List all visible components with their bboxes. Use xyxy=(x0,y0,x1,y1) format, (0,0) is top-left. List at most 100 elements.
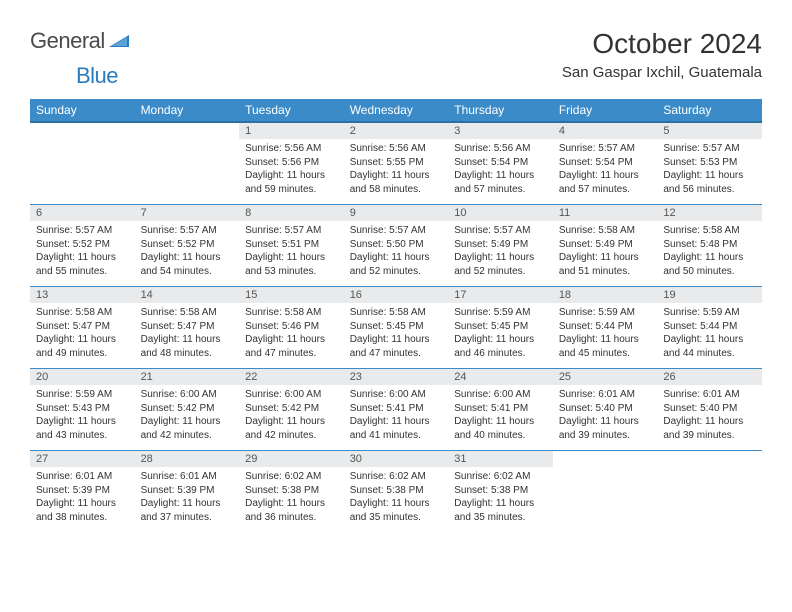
day-number: 28 xyxy=(135,451,240,467)
day-body: Sunrise: 6:01 AMSunset: 5:39 PMDaylight:… xyxy=(30,467,135,532)
calendar-day-cell: 17Sunrise: 5:59 AMSunset: 5:45 PMDayligh… xyxy=(448,287,553,369)
weekday-header: Wednesday xyxy=(344,99,449,122)
day-number: 27 xyxy=(30,451,135,467)
day-number: 6 xyxy=(30,205,135,221)
calendar-day-cell: 21Sunrise: 6:00 AMSunset: 5:42 PMDayligh… xyxy=(135,369,240,451)
calendar-day-cell: 31Sunrise: 6:02 AMSunset: 5:38 PMDayligh… xyxy=(448,451,553,533)
calendar-day-cell: 30Sunrise: 6:02 AMSunset: 5:38 PMDayligh… xyxy=(344,451,449,533)
calendar-day-cell: 3Sunrise: 5:56 AMSunset: 5:54 PMDaylight… xyxy=(448,122,553,205)
day-number: 23 xyxy=(344,369,449,385)
calendar-day-cell xyxy=(30,122,135,205)
calendar-day-cell: 29Sunrise: 6:02 AMSunset: 5:38 PMDayligh… xyxy=(239,451,344,533)
day-number: 21 xyxy=(135,369,240,385)
day-number: 18 xyxy=(553,287,658,303)
day-number: 8 xyxy=(239,205,344,221)
day-number: 16 xyxy=(344,287,449,303)
day-number: 22 xyxy=(239,369,344,385)
weekday-header: Sunday xyxy=(30,99,135,122)
day-body: Sunrise: 6:00 AMSunset: 5:41 PMDaylight:… xyxy=(448,385,553,450)
day-number: 11 xyxy=(553,205,658,221)
calendar-week-row: 27Sunrise: 6:01 AMSunset: 5:39 PMDayligh… xyxy=(30,451,762,533)
calendar-week-row: 6Sunrise: 5:57 AMSunset: 5:52 PMDaylight… xyxy=(30,205,762,287)
calendar-day-cell: 20Sunrise: 5:59 AMSunset: 5:43 PMDayligh… xyxy=(30,369,135,451)
calendar-day-cell: 7Sunrise: 5:57 AMSunset: 5:52 PMDaylight… xyxy=(135,205,240,287)
day-body: Sunrise: 5:56 AMSunset: 5:56 PMDaylight:… xyxy=(239,139,344,204)
calendar-day-cell: 26Sunrise: 6:01 AMSunset: 5:40 PMDayligh… xyxy=(657,369,762,451)
weekday-header: Saturday xyxy=(657,99,762,122)
weekday-header: Thursday xyxy=(448,99,553,122)
day-number: 25 xyxy=(553,369,658,385)
day-body: Sunrise: 6:02 AMSunset: 5:38 PMDaylight:… xyxy=(239,467,344,532)
day-number: 19 xyxy=(657,287,762,303)
day-body: Sunrise: 5:56 AMSunset: 5:54 PMDaylight:… xyxy=(448,139,553,204)
brand-logo: General xyxy=(30,28,133,54)
day-body: Sunrise: 5:57 AMSunset: 5:52 PMDaylight:… xyxy=(135,221,240,286)
calendar-day-cell: 11Sunrise: 5:58 AMSunset: 5:49 PMDayligh… xyxy=(553,205,658,287)
day-number: 17 xyxy=(448,287,553,303)
calendar-day-cell: 5Sunrise: 5:57 AMSunset: 5:53 PMDaylight… xyxy=(657,122,762,205)
calendar-day-cell: 6Sunrise: 5:57 AMSunset: 5:52 PMDaylight… xyxy=(30,205,135,287)
day-body: Sunrise: 5:58 AMSunset: 5:45 PMDaylight:… xyxy=(344,303,449,368)
day-body: Sunrise: 6:00 AMSunset: 5:41 PMDaylight:… xyxy=(344,385,449,450)
day-number: 4 xyxy=(553,123,658,139)
day-number: 2 xyxy=(344,123,449,139)
calendar-day-cell: 12Sunrise: 5:58 AMSunset: 5:48 PMDayligh… xyxy=(657,205,762,287)
calendar-day-cell: 16Sunrise: 5:58 AMSunset: 5:45 PMDayligh… xyxy=(344,287,449,369)
calendar-day-cell: 13Sunrise: 5:58 AMSunset: 5:47 PMDayligh… xyxy=(30,287,135,369)
calendar-day-cell: 14Sunrise: 5:58 AMSunset: 5:47 PMDayligh… xyxy=(135,287,240,369)
calendar-day-cell: 22Sunrise: 6:00 AMSunset: 5:42 PMDayligh… xyxy=(239,369,344,451)
day-body: Sunrise: 5:59 AMSunset: 5:44 PMDaylight:… xyxy=(553,303,658,368)
calendar-day-cell: 28Sunrise: 6:01 AMSunset: 5:39 PMDayligh… xyxy=(135,451,240,533)
day-number: 14 xyxy=(135,287,240,303)
day-body: Sunrise: 6:01 AMSunset: 5:39 PMDaylight:… xyxy=(135,467,240,532)
day-body: Sunrise: 5:57 AMSunset: 5:49 PMDaylight:… xyxy=(448,221,553,286)
day-body: Sunrise: 5:58 AMSunset: 5:47 PMDaylight:… xyxy=(135,303,240,368)
calendar-day-cell: 18Sunrise: 5:59 AMSunset: 5:44 PMDayligh… xyxy=(553,287,658,369)
calendar-day-cell: 9Sunrise: 5:57 AMSunset: 5:50 PMDaylight… xyxy=(344,205,449,287)
day-body: Sunrise: 5:58 AMSunset: 5:48 PMDaylight:… xyxy=(657,221,762,286)
weekday-header: Tuesday xyxy=(239,99,344,122)
day-body: Sunrise: 6:02 AMSunset: 5:38 PMDaylight:… xyxy=(448,467,553,532)
day-body: Sunrise: 5:57 AMSunset: 5:51 PMDaylight:… xyxy=(239,221,344,286)
brand-triangle-icon xyxy=(109,34,131,48)
day-number: 24 xyxy=(448,369,553,385)
day-number: 10 xyxy=(448,205,553,221)
day-body: Sunrise: 5:56 AMSunset: 5:55 PMDaylight:… xyxy=(344,139,449,204)
day-body: Sunrise: 5:58 AMSunset: 5:49 PMDaylight:… xyxy=(553,221,658,286)
day-body: Sunrise: 5:59 AMSunset: 5:45 PMDaylight:… xyxy=(448,303,553,368)
day-body: Sunrise: 5:57 AMSunset: 5:53 PMDaylight:… xyxy=(657,139,762,204)
calendar-day-cell: 4Sunrise: 5:57 AMSunset: 5:54 PMDaylight… xyxy=(553,122,658,205)
day-body: Sunrise: 6:01 AMSunset: 5:40 PMDaylight:… xyxy=(553,385,658,450)
calendar-week-row: 1Sunrise: 5:56 AMSunset: 5:56 PMDaylight… xyxy=(30,122,762,205)
brand-text-2: Blue xyxy=(76,63,118,89)
day-body: Sunrise: 5:59 AMSunset: 5:43 PMDaylight:… xyxy=(30,385,135,450)
day-body: Sunrise: 6:00 AMSunset: 5:42 PMDaylight:… xyxy=(239,385,344,450)
day-body: Sunrise: 5:57 AMSunset: 5:54 PMDaylight:… xyxy=(553,139,658,204)
day-number: 13 xyxy=(30,287,135,303)
day-body: Sunrise: 5:58 AMSunset: 5:47 PMDaylight:… xyxy=(30,303,135,368)
calendar-day-cell: 23Sunrise: 6:00 AMSunset: 5:41 PMDayligh… xyxy=(344,369,449,451)
day-body: Sunrise: 6:00 AMSunset: 5:42 PMDaylight:… xyxy=(135,385,240,450)
weekday-header: Monday xyxy=(135,99,240,122)
calendar-day-cell: 1Sunrise: 5:56 AMSunset: 5:56 PMDaylight… xyxy=(239,122,344,205)
day-number: 26 xyxy=(657,369,762,385)
calendar-day-cell: 15Sunrise: 5:58 AMSunset: 5:46 PMDayligh… xyxy=(239,287,344,369)
day-body: Sunrise: 5:59 AMSunset: 5:44 PMDaylight:… xyxy=(657,303,762,368)
calendar-table: Sunday Monday Tuesday Wednesday Thursday… xyxy=(30,99,762,532)
day-body: Sunrise: 5:57 AMSunset: 5:52 PMDaylight:… xyxy=(30,221,135,286)
brand-text-1: General xyxy=(30,28,105,54)
calendar-body: 1Sunrise: 5:56 AMSunset: 5:56 PMDaylight… xyxy=(30,122,762,532)
calendar-week-row: 20Sunrise: 5:59 AMSunset: 5:43 PMDayligh… xyxy=(30,369,762,451)
day-number: 3 xyxy=(448,123,553,139)
day-body: Sunrise: 5:57 AMSunset: 5:50 PMDaylight:… xyxy=(344,221,449,286)
location: San Gaspar Ixchil, Guatemala xyxy=(562,64,762,81)
title-block: October 2024 San Gaspar Ixchil, Guatemal… xyxy=(562,28,762,81)
day-number: 7 xyxy=(135,205,240,221)
calendar-day-cell xyxy=(135,122,240,205)
calendar-day-cell: 27Sunrise: 6:01 AMSunset: 5:39 PMDayligh… xyxy=(30,451,135,533)
month-title: October 2024 xyxy=(562,28,762,60)
day-number: 15 xyxy=(239,287,344,303)
calendar-day-cell: 25Sunrise: 6:01 AMSunset: 5:40 PMDayligh… xyxy=(553,369,658,451)
day-number: 1 xyxy=(239,123,344,139)
day-body: Sunrise: 6:01 AMSunset: 5:40 PMDaylight:… xyxy=(657,385,762,450)
